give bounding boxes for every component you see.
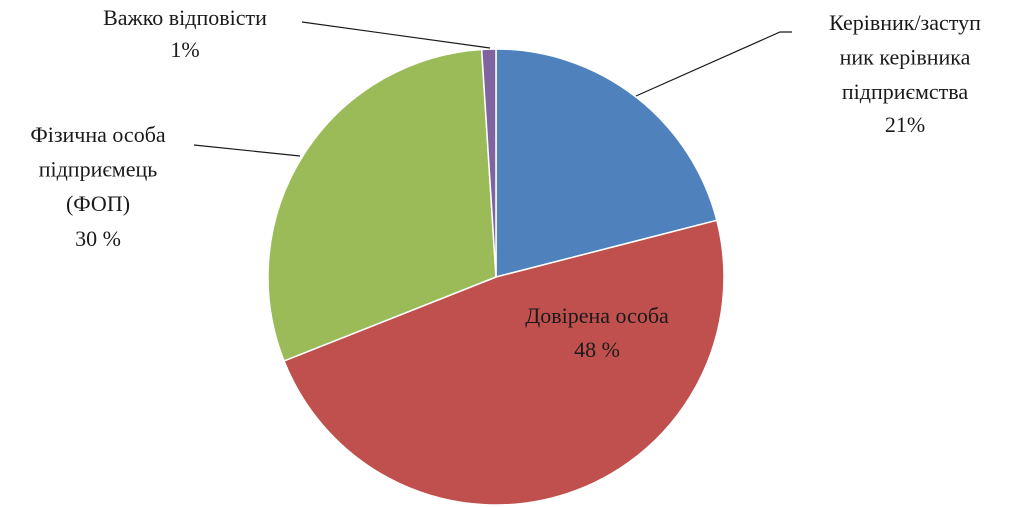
label-line: (ФОП) bbox=[66, 191, 130, 216]
leader-line bbox=[301, 21, 491, 49]
value-label: 48 % bbox=[574, 337, 620, 362]
value-label: 21% bbox=[885, 112, 925, 137]
slice-label: Керівник/заступ ник керівника підприємства bbox=[829, 10, 981, 104]
slice-label: Фізична особа підприємець (ФОП) bbox=[30, 122, 166, 216]
pie-slice bbox=[283, 219, 725, 506]
leader-line bbox=[635, 31, 792, 97]
label-line: Важко відповісти bbox=[103, 5, 267, 30]
pie-slice bbox=[267, 48, 497, 362]
label-line: підприємства bbox=[842, 79, 968, 104]
slice-label: Довірена особа bbox=[525, 303, 669, 328]
label-line: підприємець bbox=[39, 157, 158, 182]
label-line: Довірена особа bbox=[525, 303, 669, 328]
value-label: 30 % bbox=[75, 226, 121, 251]
value-label: 1% bbox=[170, 37, 199, 62]
label-line: ник керівника bbox=[840, 45, 971, 70]
leader-line bbox=[193, 144, 301, 157]
pie-slice bbox=[480, 48, 497, 278]
label-line: Фізична особа bbox=[30, 122, 166, 147]
slice-label: Важко відповісти bbox=[103, 5, 267, 30]
pie-slice bbox=[495, 48, 718, 278]
label-line: Керівник/заступ bbox=[829, 10, 981, 35]
